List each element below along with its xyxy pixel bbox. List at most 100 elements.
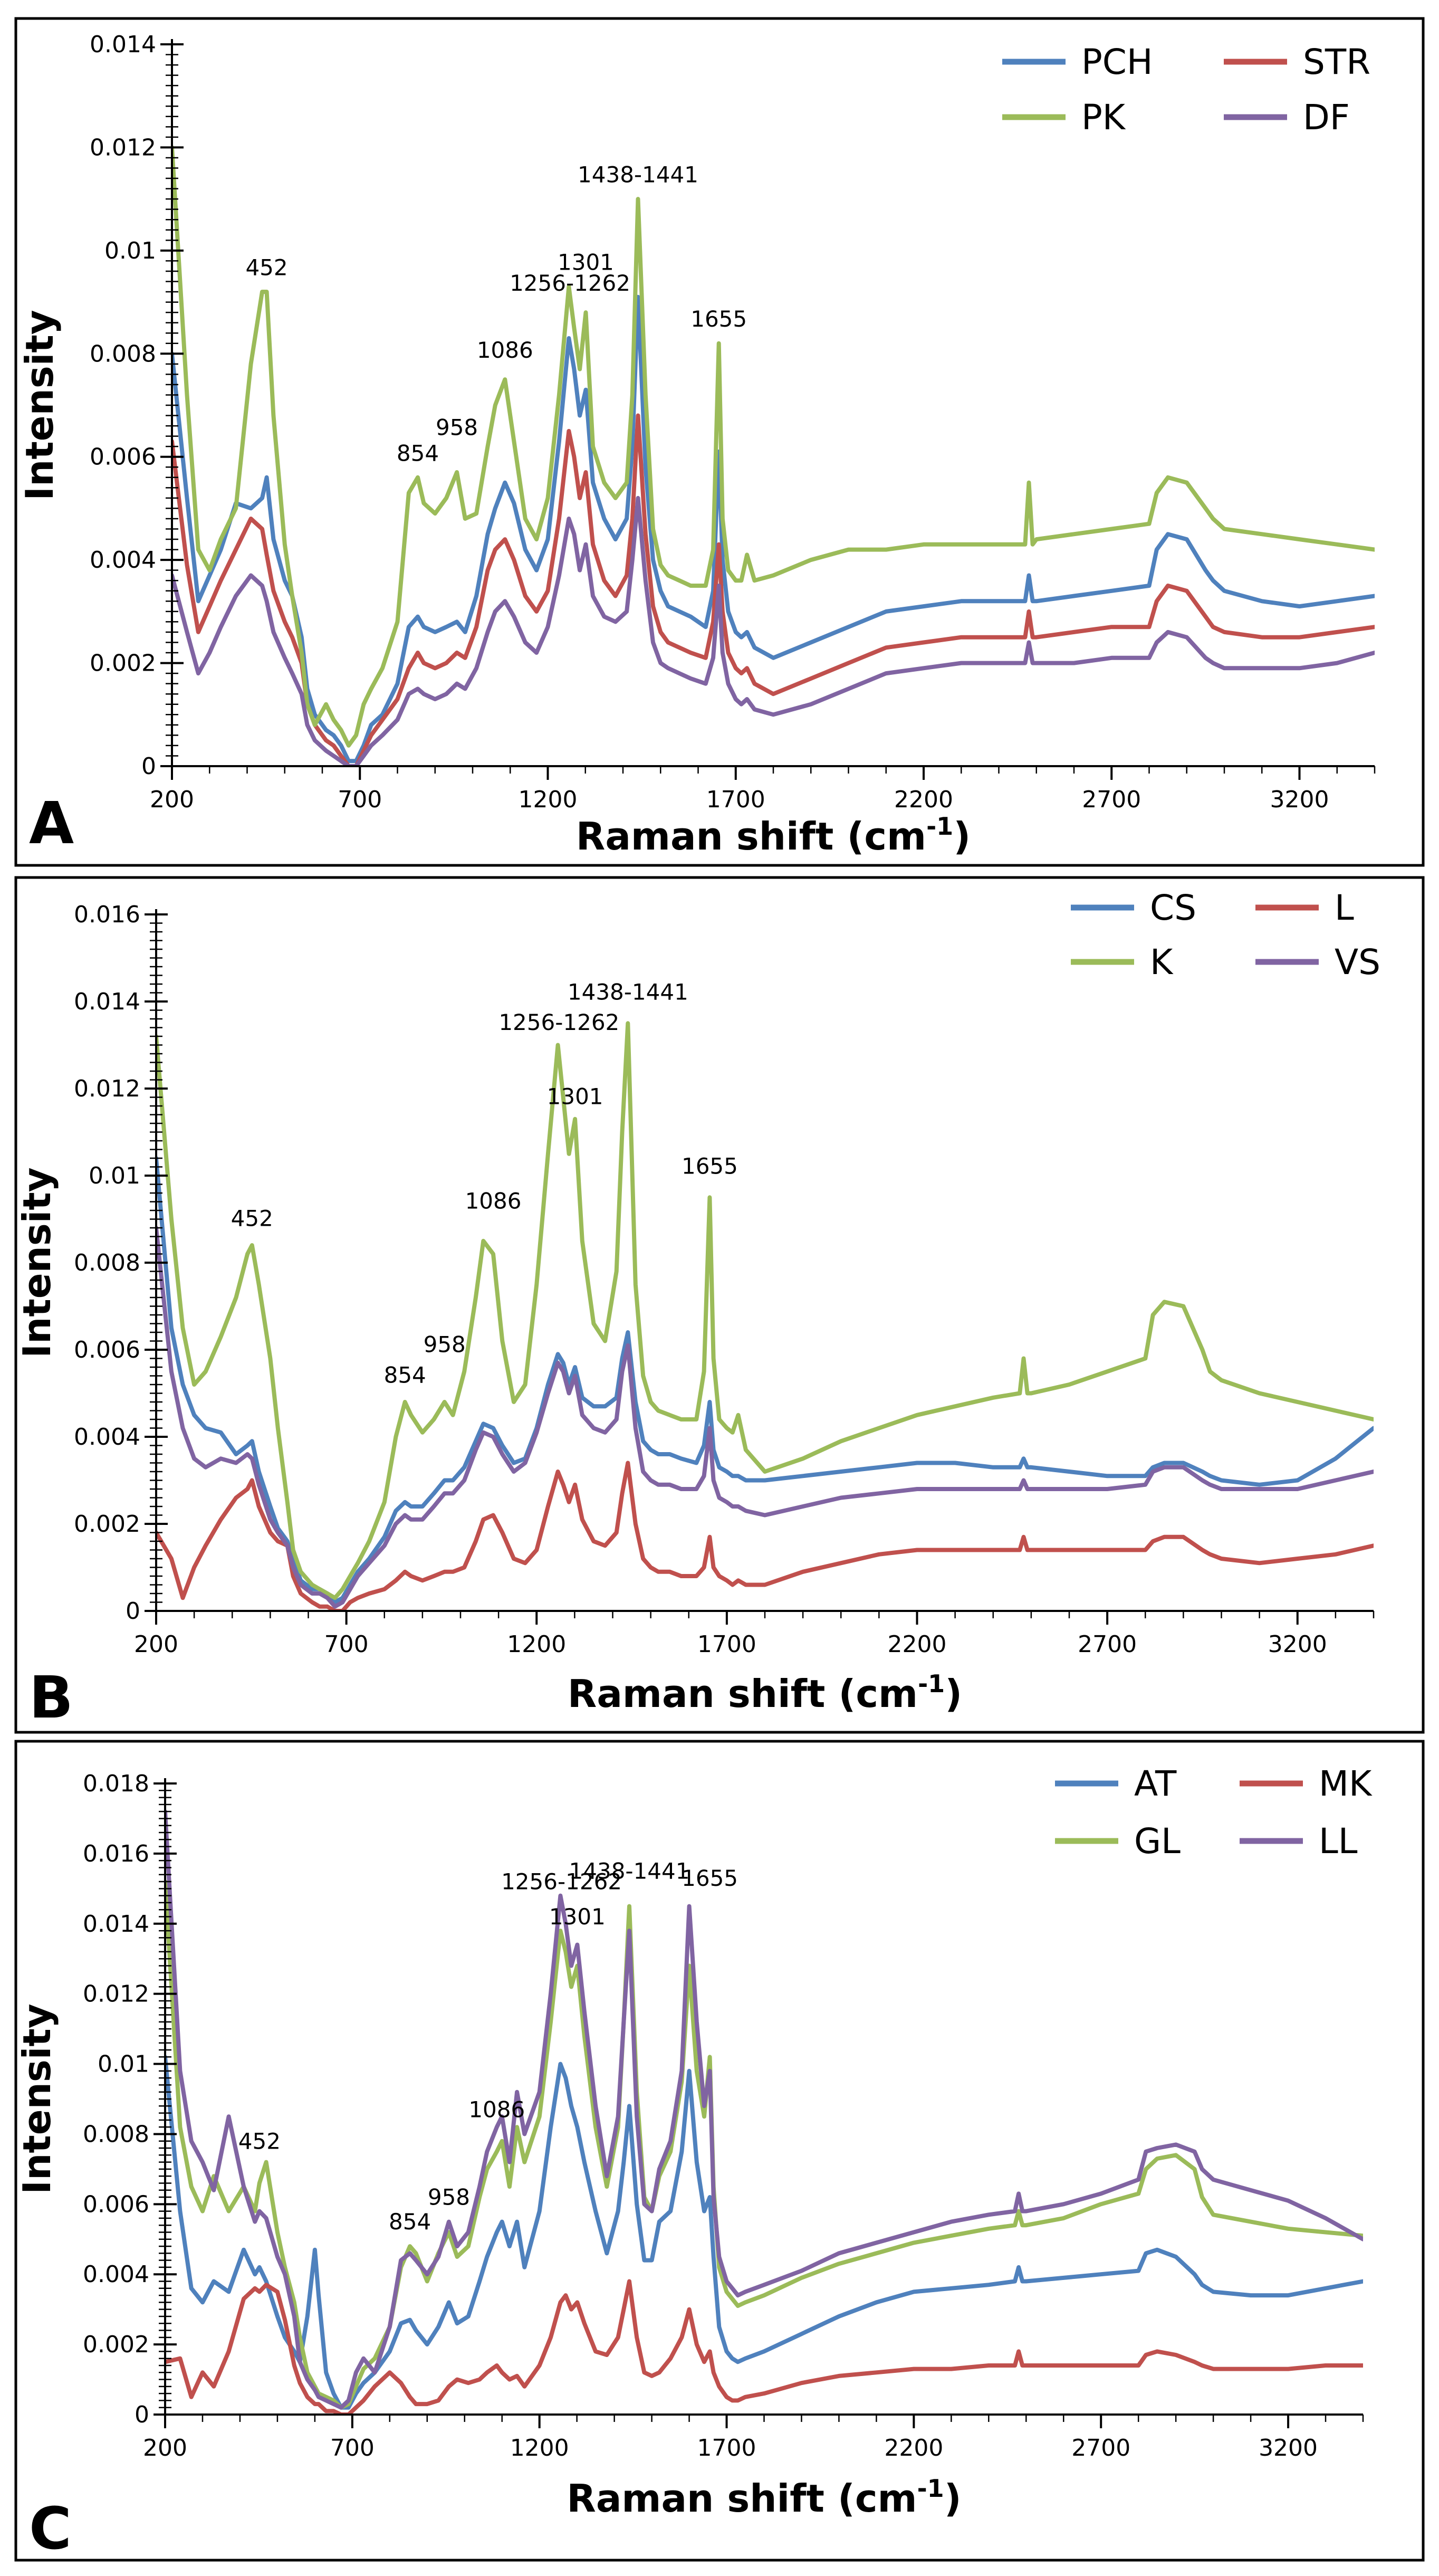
x-axis-title: Raman shift (cm-1) <box>567 2474 961 2521</box>
legend-label-cs: CS <box>1150 888 1196 928</box>
y-tick-label: 0.01 <box>104 237 156 264</box>
y-tick-label: 0.004 <box>90 547 156 574</box>
legend-label-df: DF <box>1303 97 1350 138</box>
series-line-df <box>172 495 1375 766</box>
legend-label-vs: VS <box>1335 942 1380 982</box>
series-line-l <box>156 1461 1374 1611</box>
x-axis-title-close: ) <box>953 814 971 858</box>
legend-label-at: AT <box>1134 1763 1177 1804</box>
series-line-ll <box>165 1809 1363 2410</box>
y-tick-label: 0.006 <box>74 1337 140 1363</box>
x-tick-label: 200 <box>150 786 194 813</box>
x-tick-label: 200 <box>134 1631 178 1658</box>
legend-label-l: L <box>1335 888 1354 928</box>
peak-annotation: 854 <box>384 1362 426 1388</box>
x-axis-title-sup: -1 <box>917 2474 944 2503</box>
x-tick-label: 1200 <box>507 1631 566 1658</box>
y-tick-label: 0.002 <box>83 2331 149 2358</box>
y-axis-title: Intensity <box>15 1167 59 1358</box>
peak-annotation: 854 <box>389 2209 431 2235</box>
y-tick-label: 0.004 <box>74 1424 140 1451</box>
series-line-k <box>156 1021 1374 1600</box>
y-tick-label: 0.002 <box>90 650 156 677</box>
peak-annotation: 1301 <box>558 250 614 275</box>
y-axis-title: Intensity <box>17 310 62 500</box>
chart-panel-c: 0 0.002 0.004 0.006 0.008 0.01 0.012 0.014 0.016… <box>14 1740 1425 2562</box>
y-tick-label: 0.01 <box>89 1162 140 1189</box>
y-tick-label: 0.014 <box>83 1911 149 1938</box>
peak-annotation: 1655 <box>682 1865 738 1891</box>
y-tick-label: 0.01 <box>98 2051 149 2078</box>
y-tick-label: 0.014 <box>74 988 140 1015</box>
y-tick-label: 0.006 <box>90 444 156 471</box>
peak-annotation: 1301 <box>547 1083 603 1109</box>
y-tick-label: 0.012 <box>74 1075 140 1102</box>
x-axis-title-main: Raman shift (cm <box>567 2476 917 2521</box>
peak-annotation: 1655 <box>682 1153 738 1179</box>
x-tick-label: 2700 <box>1082 786 1141 813</box>
series-group <box>172 145 1375 766</box>
chart-panel-a: 0 0.002 0.004 0.006 0.008 0.01 0.012 0.014 200 70… <box>14 17 1425 867</box>
series-group <box>156 1021 1374 1611</box>
x-axis-title-sup: -1 <box>918 1669 945 1698</box>
peak-annotation: 1086 <box>465 1188 522 1214</box>
legend-label-gl: GL <box>1134 1821 1181 1862</box>
x-tick-label: 1700 <box>697 1631 756 1658</box>
y-tick-label: 0.002 <box>74 1511 140 1538</box>
peak-annotation: 1438-1441 <box>569 1858 690 1884</box>
y-tick-label: 0.016 <box>74 901 140 928</box>
peak-annotation: 1655 <box>690 306 747 332</box>
peak-annotation: 1086 <box>477 337 533 363</box>
y-tick-label: 0.008 <box>83 2121 149 2148</box>
legend-label-str: STR <box>1303 42 1370 82</box>
series-line-cs <box>156 1156 1374 1605</box>
panel-frame <box>14 876 1425 1734</box>
series-line-mk <box>165 2279 1363 2415</box>
series-line-pk <box>172 145 1375 748</box>
legend-label-ll: LL <box>1319 1821 1358 1862</box>
legend-label-k: K <box>1150 942 1174 982</box>
chart-panel-b: 0 0.002 0.004 0.006 0.008 0.01 0.012 0.014 0.016… <box>14 876 1425 1734</box>
x-tick-label: 1700 <box>706 786 765 813</box>
x-tick-label: 700 <box>338 786 382 813</box>
peak-annotation: 1438-1441 <box>578 162 698 188</box>
panel-letter: A <box>29 789 74 857</box>
y-tick-label: 0.014 <box>90 31 156 58</box>
legend: PCH STR PK DF <box>1002 42 1370 138</box>
series-line-at <box>165 2055 1363 2410</box>
legend: CS L K VS <box>1071 888 1380 982</box>
x-tick-label: 700 <box>324 1631 369 1658</box>
peak-annotation: 1256-1262 <box>510 270 630 296</box>
x-axis-title-main: Raman shift (cm <box>576 814 926 858</box>
y-tick-label: 0.006 <box>83 2191 149 2218</box>
x-tick-label: 2200 <box>894 786 953 813</box>
y-tick-label: 0 <box>135 2401 149 2428</box>
legend-label-pk: PK <box>1081 97 1126 138</box>
x-axis-title: Raman shift (cm-1) <box>576 812 971 858</box>
peak-annotation: 452 <box>231 1205 273 1231</box>
x-tick-label: 1700 <box>697 2435 756 2461</box>
y-tick-label: 0.016 <box>83 1840 149 1867</box>
peak-annotation: 958 <box>428 2184 470 2210</box>
y-tick-label: 0.008 <box>90 340 156 367</box>
x-tick-label: 200 <box>143 2435 187 2461</box>
x-axis-title: Raman shift (cm-1) <box>568 1669 962 1716</box>
legend-label-mk: MK <box>1319 1763 1373 1804</box>
x-tick-label: 2700 <box>1071 2435 1130 2461</box>
y-tick-label: 0 <box>126 1598 140 1625</box>
series-line-vs <box>156 1226 1374 1609</box>
x-tick-label: 3200 <box>1259 2435 1318 2461</box>
peak-annotation: 1301 <box>549 1904 606 1930</box>
series-line-pch <box>172 294 1375 764</box>
x-tick-label: 700 <box>330 2435 375 2461</box>
y-tick-label: 0.012 <box>83 1981 149 2008</box>
series-group <box>165 1809 1363 2415</box>
y-tick-label: 0.018 <box>83 1770 149 1797</box>
x-tick-label: 2200 <box>888 1631 947 1658</box>
x-tick-label: 3200 <box>1270 786 1329 813</box>
y-tick-label: 0.012 <box>90 134 156 161</box>
x-axis-title-close: ) <box>944 2476 962 2521</box>
x-tick-label: 1200 <box>510 2435 569 2461</box>
x-tick-label: 2200 <box>884 2435 943 2461</box>
